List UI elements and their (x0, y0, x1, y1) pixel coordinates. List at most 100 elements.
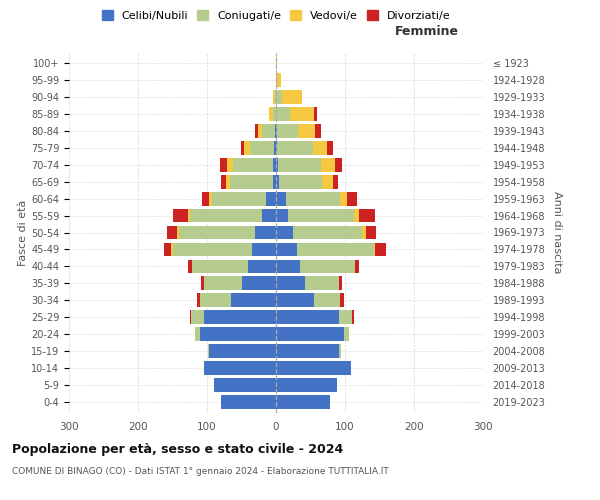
Bar (332, 174, 338, 188)
Bar (203, 362, 276, 376)
Bar (276, 158, 278, 172)
Bar (192, 260, 248, 274)
Bar (321, 158, 335, 172)
Bar (262, 208, 276, 222)
Bar (252, 242, 276, 256)
Bar (340, 344, 341, 358)
Bar (220, 158, 227, 172)
Bar (209, 192, 212, 205)
Text: COMUNE DI BINAGO (CO) - Dati ISTAT 1° gennaio 2024 - Elaborazione TUTTITALIA.IT: COMUNE DI BINAGO (CO) - Dati ISTAT 1° ge… (12, 468, 389, 476)
Bar (359, 208, 374, 222)
Bar (227, 158, 233, 172)
Bar (276, 362, 350, 376)
Bar (188, 260, 192, 274)
Bar (202, 276, 203, 290)
Bar (258, 124, 262, 138)
Text: Popolazione per età, sesso e stato civile - 2024: Popolazione per età, sesso e stato civil… (12, 442, 343, 456)
Bar (200, 328, 276, 342)
Bar (293, 226, 362, 239)
Bar (276, 174, 280, 188)
Bar (274, 140, 276, 154)
Bar (273, 90, 275, 104)
Bar (256, 226, 276, 239)
Bar (276, 56, 277, 70)
Bar (327, 140, 332, 154)
Bar (266, 192, 276, 205)
Bar (276, 344, 340, 358)
Bar (231, 294, 276, 308)
Legend: Celibi/Nubili, Coniugati/e, Vedovi/e, Divorziati/e: Celibi/Nubili, Coniugati/e, Vedovi/e, Di… (100, 8, 452, 23)
Bar (374, 242, 376, 256)
Bar (276, 226, 293, 239)
Bar (276, 396, 330, 409)
Bar (300, 260, 355, 274)
Bar (314, 106, 317, 120)
Bar (276, 90, 281, 104)
Bar (335, 158, 341, 172)
Bar (226, 174, 230, 188)
Bar (289, 208, 354, 222)
Bar (214, 378, 276, 392)
Bar (290, 106, 314, 120)
Bar (276, 260, 300, 274)
Bar (286, 192, 340, 205)
Bar (191, 310, 203, 324)
Y-axis label: Fasce di età: Fasce di età (18, 200, 28, 266)
Bar (209, 344, 276, 358)
Bar (241, 140, 244, 154)
Bar (272, 174, 276, 188)
Bar (277, 72, 281, 86)
Bar (203, 276, 241, 290)
Bar (275, 90, 276, 104)
Bar (275, 124, 276, 138)
Bar (276, 378, 337, 392)
Bar (269, 106, 272, 120)
Bar (203, 310, 276, 324)
Bar (276, 242, 296, 256)
Bar (221, 396, 276, 409)
Bar (254, 124, 258, 138)
Bar (276, 124, 277, 138)
Bar (262, 124, 275, 138)
Bar (244, 140, 250, 154)
Bar (276, 276, 305, 290)
Bar (241, 276, 276, 290)
Bar (347, 192, 358, 205)
Bar (362, 226, 366, 239)
Bar (190, 208, 262, 222)
Bar (340, 276, 341, 290)
Bar (221, 174, 226, 188)
Bar (298, 124, 316, 138)
Bar (276, 72, 277, 86)
Bar (276, 328, 344, 342)
Bar (340, 294, 344, 308)
Bar (250, 140, 274, 154)
Bar (344, 328, 349, 342)
Bar (230, 174, 272, 188)
Bar (278, 158, 321, 172)
Bar (276, 310, 340, 324)
Text: Femmine: Femmine (395, 25, 459, 38)
Bar (178, 226, 179, 239)
Bar (272, 106, 276, 120)
Bar (190, 310, 191, 324)
Bar (276, 294, 314, 308)
Bar (167, 226, 178, 239)
Bar (276, 140, 277, 154)
Bar (277, 124, 298, 138)
Bar (340, 192, 347, 205)
Bar (197, 294, 200, 308)
Bar (173, 208, 188, 222)
Bar (296, 242, 374, 256)
Bar (354, 208, 359, 222)
Bar (164, 242, 171, 256)
Bar (212, 192, 266, 205)
Bar (316, 124, 321, 138)
Bar (314, 294, 340, 308)
Bar (281, 90, 302, 104)
Bar (272, 158, 276, 172)
Bar (280, 174, 322, 188)
Bar (277, 140, 313, 154)
Bar (313, 140, 327, 154)
Bar (171, 242, 173, 256)
